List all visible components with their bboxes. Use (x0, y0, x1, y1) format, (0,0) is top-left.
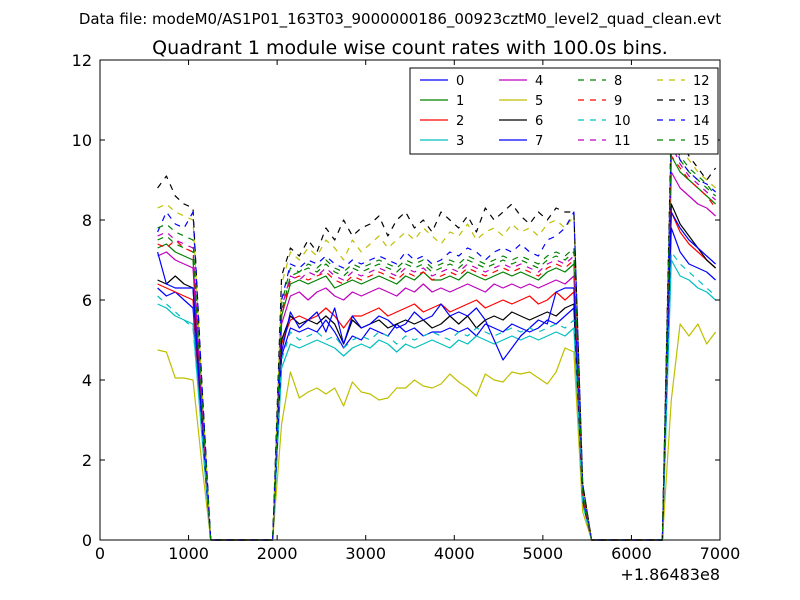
legend-label-14: 14 (693, 114, 710, 129)
x-axis-offset-label: +1.86483e8 (620, 565, 720, 584)
legend-label-5: 5 (535, 94, 543, 109)
series-line-8 (157, 147, 717, 541)
legend-label-2: 2 (456, 114, 464, 129)
legend-label-11: 11 (614, 134, 631, 149)
x-tick-label-1: 1000 (168, 544, 209, 563)
legend-label-0: 0 (456, 74, 464, 89)
y-tick-label-5: 10 (72, 131, 92, 150)
y-tick-label-0: 0 (82, 531, 92, 550)
x-tick-label-4: 4000 (434, 544, 475, 563)
legend-label-12: 12 (693, 74, 710, 89)
x-tick-label-5: 5000 (522, 544, 563, 563)
x-tick-label-6: 6000 (611, 544, 652, 563)
legend-label-15: 15 (693, 134, 710, 149)
legend-label-3: 3 (456, 134, 464, 149)
legend-label-13: 13 (693, 94, 710, 109)
y-tick-label-4: 8 (82, 211, 92, 230)
legend-box (409, 67, 719, 155)
x-tick-label-0: 0 (95, 544, 105, 563)
legend-label-6: 6 (535, 114, 543, 129)
legend-label-4: 4 (535, 74, 543, 89)
chart-title: Quadrant 1 module wise count rates with … (152, 37, 668, 59)
series-line-13 (157, 119, 717, 541)
data-file-header: Data file: modeM0/AS1P01_163T03_90000001… (79, 10, 721, 29)
y-tick-label-3: 6 (82, 291, 92, 310)
legend-label-1: 1 (456, 94, 464, 109)
legend-label-9: 9 (614, 94, 622, 109)
y-tick-label-1: 2 (82, 451, 92, 470)
x-tick-label-3: 3000 (345, 544, 386, 563)
x-tick-label-7: 7000 (700, 544, 741, 563)
y-tick-label-2: 4 (82, 371, 92, 390)
x-tick-label-2: 2000 (257, 544, 298, 563)
legend-label-7: 7 (535, 134, 543, 149)
y-tick-label-6: 12 (72, 51, 92, 70)
legend-label-10: 10 (614, 114, 631, 129)
legend-label-8: 8 (614, 74, 622, 89)
